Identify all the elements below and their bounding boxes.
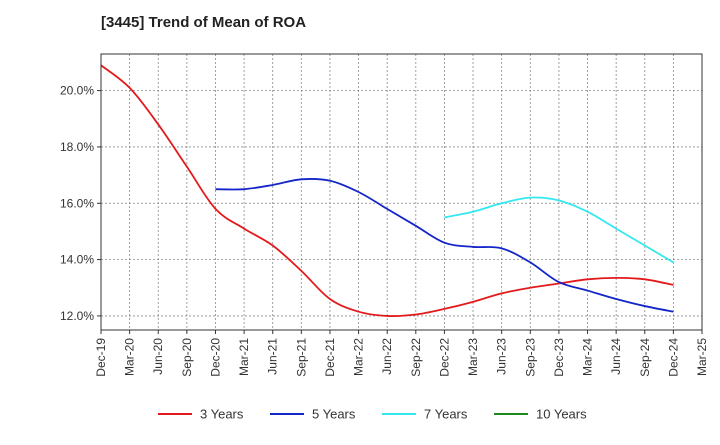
y-tick-label: 18.0% xyxy=(60,140,94,154)
legend: 3 Years 5 Years 7 Years 10 Years xyxy=(158,407,587,422)
x-tick-label: Jun-20 xyxy=(151,338,165,375)
x-tick-label: Mar-22 xyxy=(352,338,366,376)
x-axis: Dec-19 Mar-20 Jun-20 Sep-20 Dec-20 Mar-21 Jun-… xyxy=(94,330,709,377)
y-tick-label: 12.0% xyxy=(60,309,94,323)
chart-title: [3445] Trend of Mean of ROA xyxy=(101,14,307,31)
x-tick-label: Jun-21 xyxy=(266,338,280,375)
x-tick-label: Mar-21 xyxy=(237,338,251,376)
y-tick-label: 16.0% xyxy=(60,196,94,210)
x-tick-label: Dec-19 xyxy=(94,338,108,377)
legend-label-3-years: 3 Years xyxy=(200,407,244,422)
legend-label-7-years: 7 Years xyxy=(424,407,468,422)
x-tick-label: Jun-23 xyxy=(495,338,509,375)
series-line-3-years xyxy=(100,64,674,317)
series-line-7-years xyxy=(444,196,674,264)
y-tick-label: 20.0% xyxy=(60,84,94,98)
x-tick-label: Dec-21 xyxy=(323,338,337,377)
legend-label-10-years: 10 Years xyxy=(536,407,587,422)
y-axis: 12.0% 14.0% 16.0% 18.0% 20.0% xyxy=(60,84,101,323)
x-tick-label: Mar-20 xyxy=(123,338,137,376)
x-tick-label: Mar-23 xyxy=(466,338,480,376)
grid xyxy=(101,54,702,330)
x-tick-label: Dec-22 xyxy=(437,338,451,377)
x-tick-label: Mar-25 xyxy=(695,338,709,376)
legend-label-5-years: 5 Years xyxy=(312,407,356,422)
x-tick-label: Sep-23 xyxy=(523,338,537,377)
y-tick-label: 14.0% xyxy=(60,253,94,267)
x-tick-label: Dec-24 xyxy=(666,338,680,377)
plot-frame xyxy=(100,53,703,331)
x-tick-label: Dec-20 xyxy=(208,338,222,377)
series-line-5-years xyxy=(215,178,674,313)
x-tick-label: Sep-22 xyxy=(409,338,423,377)
x-tick-label: Mar-24 xyxy=(581,338,595,376)
x-tick-label: Sep-24 xyxy=(638,338,652,377)
x-tick-label: Sep-21 xyxy=(294,338,308,377)
x-tick-label: Jun-24 xyxy=(609,338,623,375)
series-lines xyxy=(100,64,674,317)
x-tick-label: Jun-22 xyxy=(380,338,394,375)
x-tick-label: Sep-20 xyxy=(180,338,194,377)
x-tick-label: Dec-23 xyxy=(552,338,566,377)
